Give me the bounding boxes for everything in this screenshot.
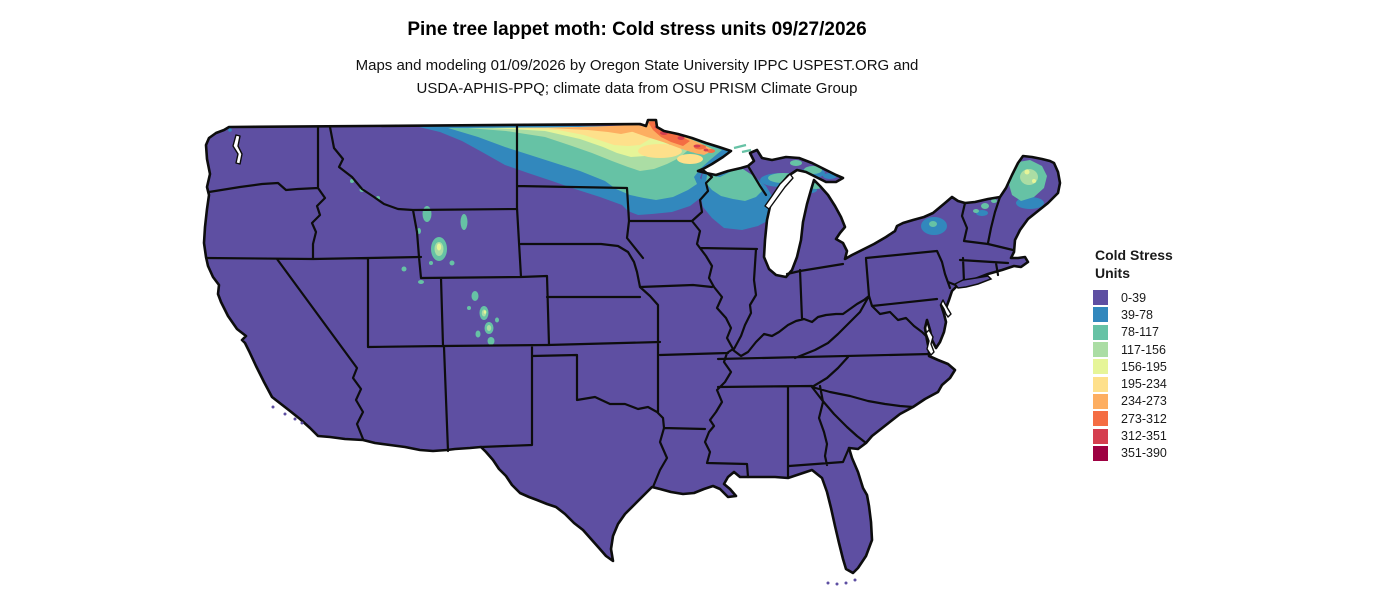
legend-item: 312-351 <box>1093 428 1173 444</box>
legend-item: 156-195 <box>1093 359 1173 375</box>
legend-swatch <box>1093 376 1108 392</box>
legend-swatch <box>1093 445 1108 461</box>
page-subtitle: Maps and modeling 01/09/2026 by Oregon S… <box>356 54 919 100</box>
isle-royale <box>733 143 752 154</box>
us-outline <box>202 118 1062 575</box>
legend-swatch <box>1093 428 1108 444</box>
legend: Cold Stress Units 0-39 39-78 78-117 117-… <box>1093 246 1173 463</box>
legend-title-line-1: Cold Stress <box>1095 247 1173 263</box>
legend-title: Cold Stress Units <box>1095 246 1173 282</box>
legend-item: 39-78 <box>1093 307 1173 323</box>
legend-swatch <box>1093 307 1108 323</box>
legend-label: 156-195 <box>1121 359 1167 374</box>
legend-label: 78-117 <box>1121 325 1159 340</box>
legend-label: 117-156 <box>1121 342 1166 357</box>
legend-label: 273-312 <box>1121 411 1167 426</box>
legend-item: 273-312 <box>1093 411 1173 427</box>
legend-item: 234-273 <box>1093 393 1173 409</box>
water-inlets <box>232 134 952 356</box>
long-island <box>953 275 993 289</box>
green-bay <box>764 173 794 210</box>
legend-swatch <box>1093 324 1108 340</box>
legend-label: 195-234 <box>1121 377 1167 392</box>
legend-item: 195-234 <box>1093 376 1173 392</box>
legend-item: 0-39 <box>1093 290 1173 306</box>
florida-keys <box>826 578 857 586</box>
state-borders <box>204 124 1015 489</box>
legend-swatch <box>1093 290 1108 306</box>
subtitle-line-2: USDA-APHIS-PPQ; climate data from OSU PR… <box>416 80 858 97</box>
legend-label: 234-273 <box>1121 394 1167 409</box>
page-title: Pine tree lappet moth: Cold stress units… <box>407 19 867 40</box>
legend-item: 117-156 <box>1093 342 1173 358</box>
channel-islands <box>271 405 304 425</box>
legend-swatch <box>1093 411 1108 427</box>
legend-label: 312-351 <box>1121 429 1167 444</box>
legend-item: 351-390 <box>1093 445 1173 461</box>
legend-swatch <box>1093 359 1108 375</box>
legend-swatch <box>1093 393 1108 409</box>
legend-title-line-2: Units <box>1095 265 1130 281</box>
legend-label: 0-39 <box>1121 290 1147 305</box>
legend-label: 351-390 <box>1121 446 1167 461</box>
legend-swatch <box>1093 342 1108 358</box>
islands <box>271 143 993 586</box>
legend-item: 78-117 <box>1093 324 1173 340</box>
puget-sound <box>232 134 243 165</box>
subtitle-line-1: Maps and modeling 01/09/2026 by Oregon S… <box>355 57 919 74</box>
delaware-bay <box>940 299 952 318</box>
legend-label: 39-78 <box>1121 307 1153 322</box>
chesapeake-bay <box>925 329 935 356</box>
